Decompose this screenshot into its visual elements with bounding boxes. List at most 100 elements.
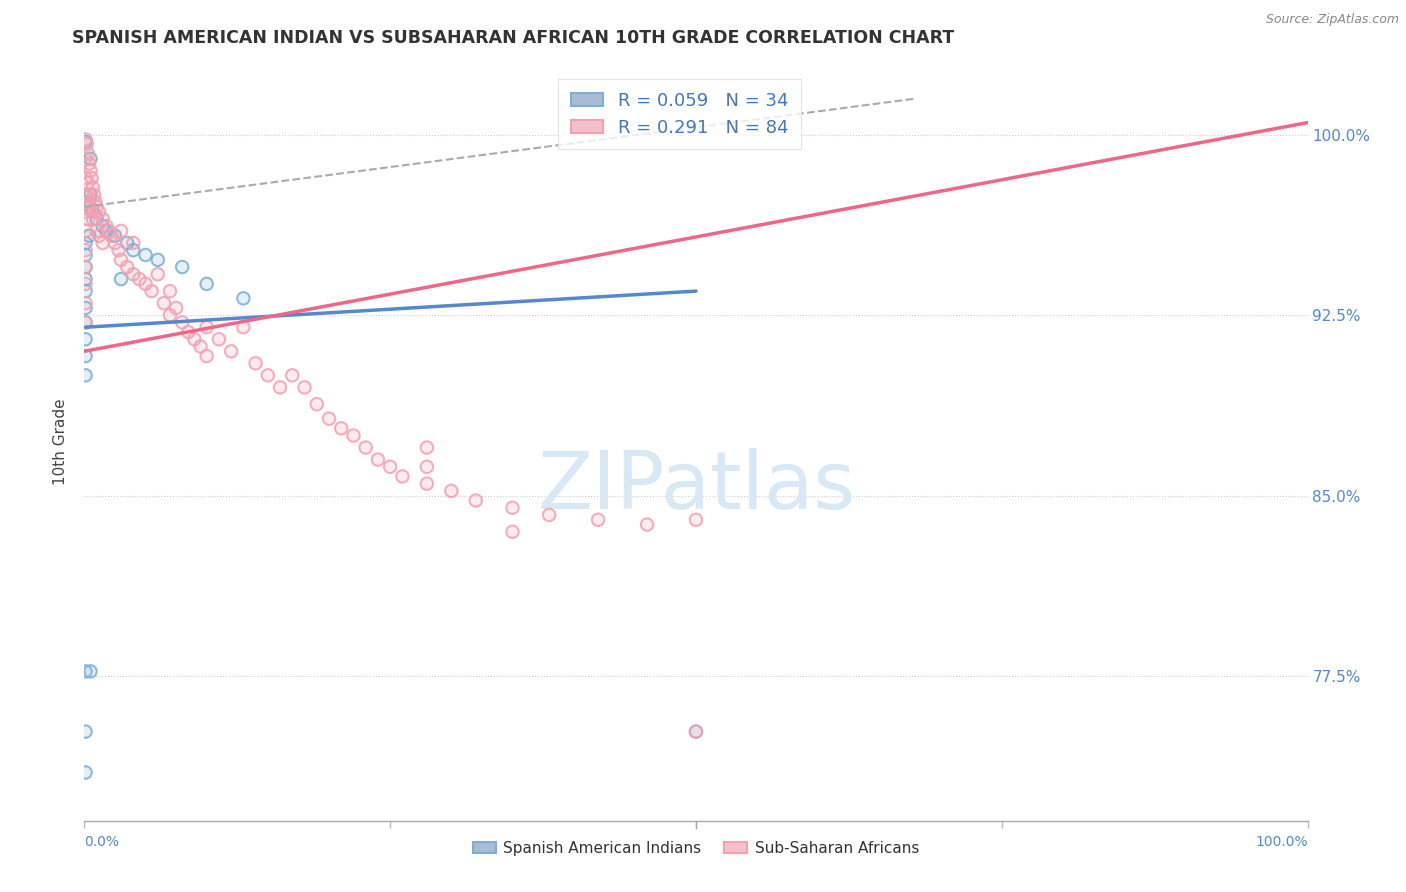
Point <box>115 235 138 250</box>
Point <box>75 235 97 250</box>
Point <box>107 243 129 257</box>
Point <box>146 252 169 267</box>
Point <box>342 428 364 442</box>
Point <box>86 211 108 226</box>
Point <box>269 380 291 394</box>
Point <box>75 301 97 315</box>
Point <box>80 171 103 186</box>
Point <box>172 260 194 274</box>
Point <box>82 204 104 219</box>
Point <box>75 243 97 257</box>
Point <box>100 228 122 243</box>
Point <box>86 224 108 238</box>
Point <box>318 411 340 425</box>
Point <box>75 349 97 363</box>
Point <box>380 459 402 474</box>
Point <box>75 332 97 346</box>
Point <box>208 332 231 346</box>
Point <box>122 267 145 281</box>
Point <box>586 513 609 527</box>
Point <box>110 252 132 267</box>
Point <box>75 187 97 202</box>
Point <box>318 411 340 425</box>
Point <box>75 260 97 274</box>
Y-axis label: 10th Grade: 10th Grade <box>53 398 69 485</box>
Point <box>75 260 97 274</box>
Point <box>107 243 129 257</box>
Point <box>208 332 231 346</box>
Point <box>232 291 254 305</box>
Point <box>75 248 97 262</box>
Point <box>685 513 707 527</box>
Point <box>153 296 176 310</box>
Point <box>416 459 439 474</box>
Point <box>281 368 304 383</box>
Point <box>232 291 254 305</box>
Point <box>77 147 100 161</box>
Point <box>82 211 104 226</box>
Point <box>96 224 118 238</box>
Point <box>96 219 118 233</box>
Point <box>83 187 105 202</box>
Point <box>87 204 110 219</box>
Point <box>75 248 97 262</box>
Point <box>77 228 100 243</box>
Point <box>104 235 127 250</box>
Point <box>190 339 212 353</box>
Point <box>502 524 524 539</box>
Point <box>100 228 122 243</box>
Point <box>75 171 97 186</box>
Point <box>195 320 218 334</box>
Point <box>77 147 100 161</box>
Point <box>342 428 364 442</box>
Point <box>391 469 413 483</box>
Point <box>391 469 413 483</box>
Point <box>77 200 100 214</box>
Point <box>190 339 212 353</box>
Point <box>75 224 97 238</box>
Point <box>165 301 187 315</box>
Point <box>75 152 97 166</box>
Point <box>77 187 100 202</box>
Point <box>685 724 707 739</box>
Point <box>75 765 97 780</box>
Point <box>77 211 100 226</box>
Point <box>87 228 110 243</box>
Point <box>75 315 97 329</box>
Point <box>195 277 218 291</box>
Point <box>128 272 150 286</box>
Point <box>172 315 194 329</box>
Point <box>232 320 254 334</box>
Point <box>75 260 97 274</box>
Point <box>91 235 114 250</box>
Point <box>115 260 138 274</box>
Point <box>416 441 439 455</box>
Point <box>464 493 486 508</box>
Point <box>75 296 97 310</box>
Point <box>75 204 97 219</box>
Point <box>77 195 100 210</box>
Point <box>294 380 316 394</box>
Point <box>75 132 97 146</box>
Point <box>294 380 316 394</box>
Point <box>502 500 524 515</box>
Point <box>79 665 101 679</box>
Point <box>75 724 97 739</box>
Point <box>96 219 118 233</box>
Point <box>110 252 132 267</box>
Point <box>104 228 127 243</box>
Point <box>87 228 110 243</box>
Point <box>79 665 101 679</box>
Point <box>165 301 187 315</box>
Point <box>135 277 157 291</box>
Point <box>75 195 97 210</box>
Point <box>75 765 97 780</box>
Point <box>305 397 328 411</box>
Point <box>110 224 132 238</box>
Point <box>86 211 108 226</box>
Point <box>75 665 97 679</box>
Point <box>135 277 157 291</box>
Point <box>146 252 169 267</box>
Text: SPANISH AMERICAN INDIAN VS SUBSAHARAN AFRICAN 10TH GRADE CORRELATION CHART: SPANISH AMERICAN INDIAN VS SUBSAHARAN AF… <box>72 29 955 47</box>
Point <box>75 171 97 186</box>
